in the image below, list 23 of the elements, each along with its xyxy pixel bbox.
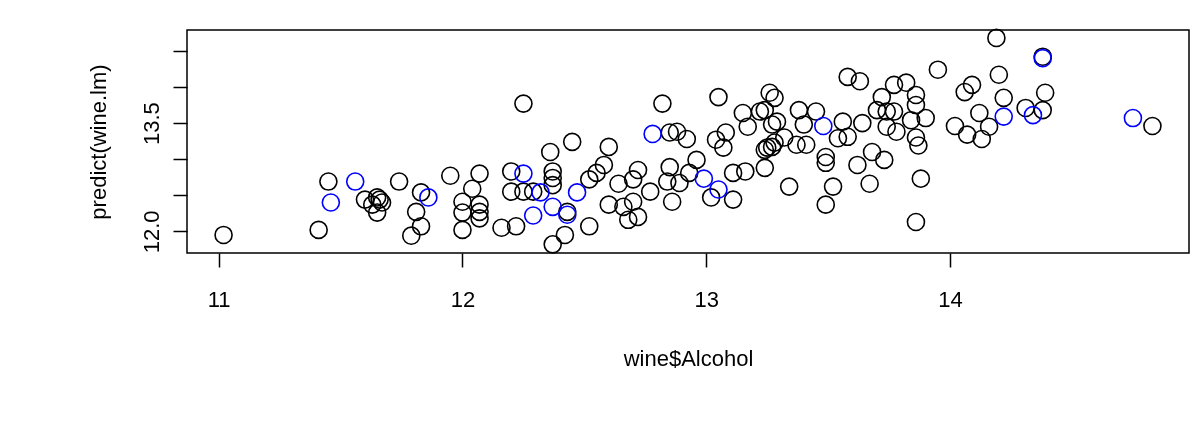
- point: [514, 164, 533, 183]
- point: [1123, 108, 1143, 128]
- point: [994, 107, 1014, 126]
- x-tick-label: 12: [450, 286, 476, 312]
- point: [567, 183, 587, 202]
- point: [419, 188, 438, 207]
- y-tick-label: 13.5: [138, 102, 164, 146]
- point: [531, 183, 550, 202]
- point: [813, 116, 833, 136]
- point: [694, 169, 714, 188]
- point: [643, 124, 662, 144]
- y-axis-title: predict(wine.lm): [85, 64, 111, 220]
- point: [709, 180, 728, 199]
- x-tick-label: 13: [694, 286, 720, 312]
- point: [321, 193, 341, 212]
- point: [1023, 105, 1043, 125]
- y-tick-label: 12.0: [138, 210, 164, 254]
- x-axis-title: wine$Alcohol: [622, 345, 754, 371]
- point: [345, 172, 365, 191]
- x-tick-label: 11: [207, 286, 231, 312]
- point: [523, 206, 543, 225]
- point: [543, 197, 563, 217]
- x-tick-label: 14: [938, 286, 963, 312]
